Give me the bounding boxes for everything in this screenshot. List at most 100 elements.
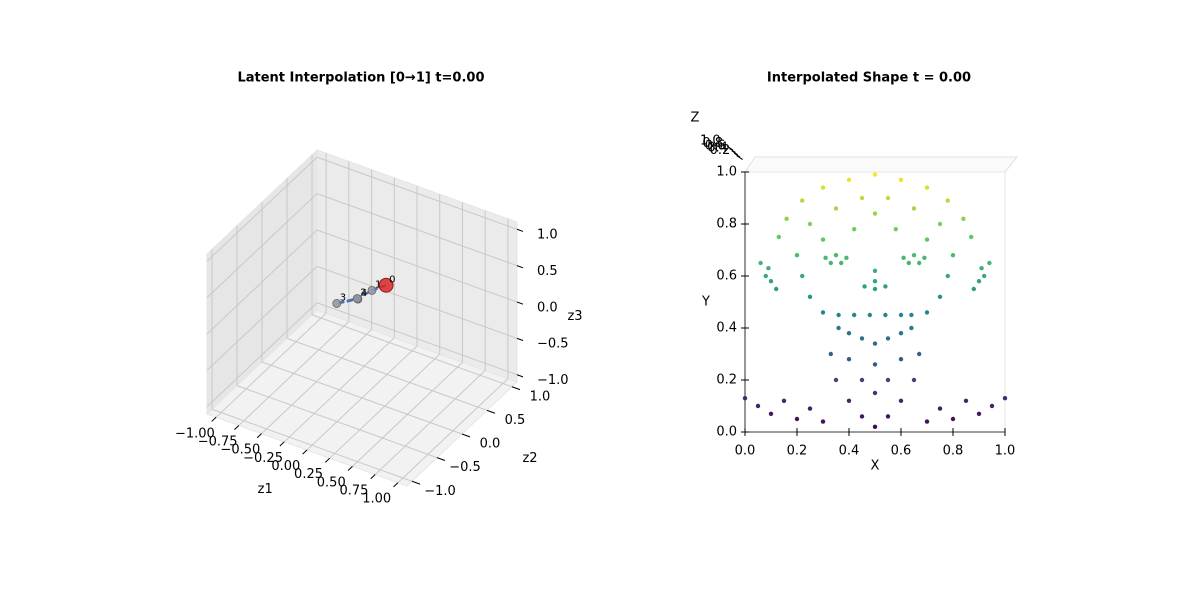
- x-tick-label: 0.8: [943, 444, 964, 459]
- point: [828, 351, 833, 357]
- point: [989, 403, 995, 409]
- point: [807, 221, 813, 227]
- point: [885, 377, 891, 383]
- point: [917, 351, 922, 357]
- grid-line: [211, 408, 413, 482]
- z-tick-label: 1.0: [700, 134, 721, 149]
- point: [807, 406, 813, 411]
- tick-mark: [461, 433, 471, 438]
- pane-edge: [744, 156, 1019, 173]
- point: [872, 362, 878, 367]
- point: [867, 312, 872, 318]
- tick-mark: [516, 337, 524, 341]
- point: [982, 273, 987, 279]
- point: [852, 227, 857, 232]
- point: [859, 195, 865, 201]
- point: [755, 403, 761, 409]
- point: [924, 419, 930, 424]
- grid-line: [311, 314, 513, 388]
- grid-line: [316, 156, 518, 230]
- x-tick-label: 0.75: [340, 484, 369, 499]
- point: [909, 325, 914, 331]
- point: [859, 377, 865, 383]
- y-tick-label: 1.0: [530, 389, 551, 404]
- point: [976, 411, 982, 416]
- point: [872, 279, 878, 284]
- point: [776, 234, 781, 240]
- x-tick-label: 1.0: [995, 444, 1016, 459]
- y-tick-label: 0.0: [480, 437, 501, 452]
- point: [820, 419, 826, 424]
- tick-mark: [393, 482, 399, 488]
- tick-mark: [729, 147, 736, 153]
- tick-mark: [486, 409, 496, 414]
- point: [979, 266, 984, 271]
- z-tick-label: 0.6: [705, 138, 726, 153]
- y-tick-label: 0.8: [716, 217, 737, 232]
- point: [872, 424, 878, 429]
- point: [862, 284, 867, 289]
- point: [768, 279, 774, 284]
- point: [1002, 396, 1008, 401]
- x-tick-label: 0.6: [891, 444, 912, 459]
- point: [800, 198, 805, 203]
- grid-line: [206, 156, 318, 262]
- point-label: 2: [360, 287, 366, 298]
- tick-mark: [516, 265, 524, 269]
- grid-line: [316, 265, 518, 339]
- grid-line: [261, 361, 463, 435]
- point: [911, 253, 917, 258]
- point: [945, 198, 950, 203]
- grid-line: [206, 193, 318, 298]
- grid-line: [286, 337, 488, 411]
- z-tick-label: 0.8: [702, 136, 723, 151]
- point-label: 0: [389, 274, 395, 285]
- point: [898, 331, 904, 336]
- point: [852, 312, 857, 318]
- chart-title: Latent Interpolation [0→1] t=0.00: [237, 71, 484, 86]
- point: [807, 294, 813, 299]
- x-tick-label: −1.00: [175, 426, 215, 441]
- grid-line: [236, 385, 438, 459]
- point-label: 1: [375, 279, 381, 290]
- latent-point: [332, 299, 342, 308]
- point: [872, 211, 878, 216]
- tick-mark: [516, 301, 524, 305]
- grid-line: [206, 266, 318, 371]
- point: [836, 312, 841, 318]
- point: [859, 336, 865, 341]
- point: [872, 390, 878, 396]
- y-tick-label: 0.6: [716, 269, 737, 284]
- point: [839, 260, 844, 266]
- grid-line: [316, 229, 518, 303]
- point: [774, 286, 779, 292]
- point: [859, 414, 865, 419]
- point: [784, 216, 789, 221]
- z-axis-label: z3: [567, 309, 582, 324]
- point-label: 3: [340, 292, 346, 303]
- y-axis-label: z2: [522, 451, 537, 466]
- tick-mark: [516, 374, 524, 378]
- point-label: 4: [361, 288, 367, 299]
- pane-edge: [1004, 156, 1018, 173]
- point: [781, 398, 787, 403]
- point: [911, 377, 917, 383]
- y-tick-label: −0.5: [449, 460, 481, 475]
- point: [846, 357, 852, 362]
- z-tick-label: −0.5: [537, 337, 569, 352]
- point: [823, 255, 828, 260]
- point: [976, 279, 982, 284]
- tick-mark: [234, 425, 240, 430]
- z-axis-label: Z: [691, 111, 700, 126]
- y-tick-label: 1.0: [716, 165, 737, 180]
- point: [961, 216, 966, 221]
- point: [971, 286, 976, 292]
- x-tick-label: 0.0: [735, 444, 756, 459]
- x-tick-label: 0.25: [294, 467, 323, 482]
- point: [833, 253, 839, 258]
- point: [833, 206, 839, 211]
- point: [898, 398, 904, 403]
- point: [766, 266, 771, 271]
